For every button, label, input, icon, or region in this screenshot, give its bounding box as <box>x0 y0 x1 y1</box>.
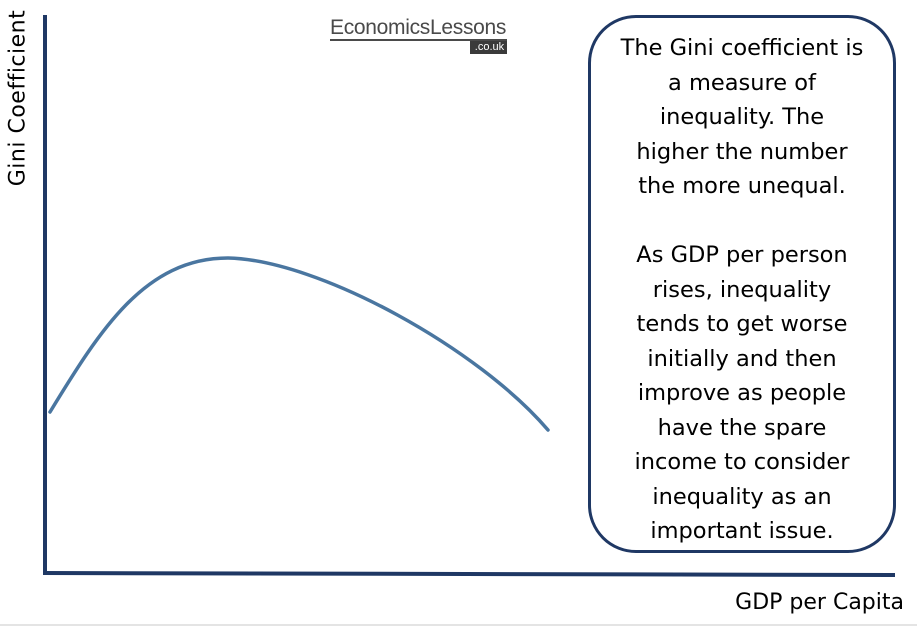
explanation-line: higher the number <box>636 138 848 165</box>
explanation-line: improve as people <box>637 380 847 406</box>
explanation-line: initially and then <box>647 345 837 372</box>
logo-domain-badge: .co.uk <box>469 41 508 54</box>
explanation-paragraph-gini: The Gini coefficient is a measure of ine… <box>591 31 893 204</box>
x-axis-label: GDP per Capita <box>735 590 904 615</box>
economicslessons-logo: EconomicsLessons .co.uk <box>330 16 508 54</box>
x-axis-line <box>42 571 896 577</box>
explanation-box: The Gini coefficient is a measure of ine… <box>588 15 896 553</box>
explanation-line: important issue. <box>650 518 834 544</box>
inequality-curve <box>48 256 550 432</box>
explanation-line: a measure of <box>668 69 816 96</box>
explanation-line: As GDP per person <box>636 242 848 268</box>
explanation-paragraph-gdp: As GDP per person rises, inequality tend… <box>591 238 893 549</box>
explanation-line: The Gini coefficient is <box>620 35 864 61</box>
explanation-line: income to consider <box>634 449 850 475</box>
logo-wordmark: EconomicsLessons <box>330 16 508 41</box>
explanation-line: inequality. The <box>659 104 825 130</box>
explanation-line: tends to get worse <box>636 311 848 337</box>
explanation-line: inequality as an <box>652 483 832 510</box>
explanation-line: the more unequal. <box>638 173 846 199</box>
y-axis-label: Gini Coefficient <box>5 9 31 187</box>
explanation-line: rises, inequality <box>652 276 832 303</box>
explanation-line: have the spare <box>657 414 827 441</box>
